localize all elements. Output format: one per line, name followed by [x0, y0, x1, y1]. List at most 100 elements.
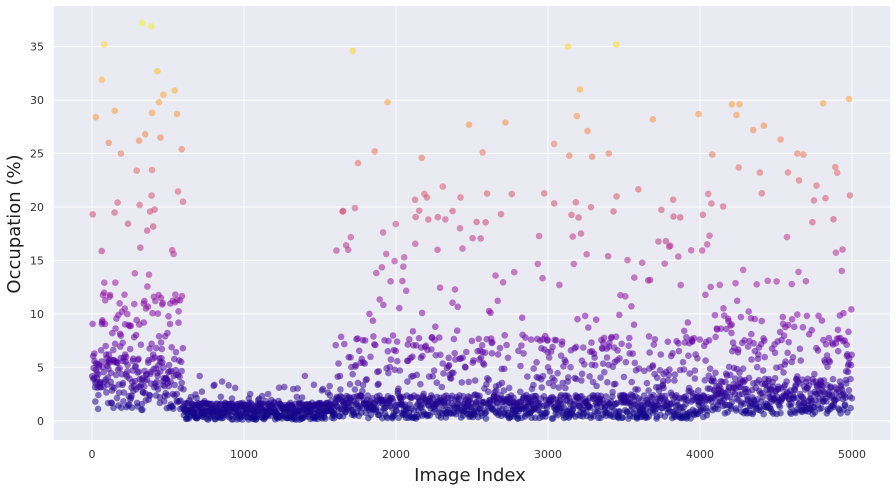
data-points [88, 19, 856, 424]
data-point [117, 332, 125, 339]
data-point [341, 340, 348, 348]
data-point [496, 344, 504, 352]
data-point [437, 351, 444, 359]
data-point [848, 395, 856, 402]
data-point [539, 274, 546, 282]
data-point [650, 392, 657, 399]
data-point [687, 247, 695, 254]
data-point [400, 263, 407, 271]
data-point [336, 372, 344, 380]
data-point [218, 378, 226, 385]
data-point [165, 361, 173, 369]
data-point [450, 369, 457, 377]
data-point [153, 378, 161, 386]
data-point [630, 321, 638, 329]
data-point [573, 375, 580, 383]
data-point [564, 374, 572, 381]
data-point [367, 353, 374, 361]
data-point [664, 338, 672, 346]
data-point [423, 194, 431, 201]
data-point [760, 122, 768, 129]
data-point [616, 408, 624, 416]
data-point [728, 321, 735, 328]
x-tick-label: 4000 [686, 448, 714, 461]
data-point [196, 372, 203, 380]
data-point [447, 375, 455, 382]
data-point [569, 233, 577, 240]
data-point [389, 332, 397, 339]
data-point [637, 397, 645, 404]
data-point [845, 387, 853, 394]
data-point [660, 384, 667, 392]
data-point [124, 220, 132, 228]
data-point [392, 347, 400, 355]
data-point [530, 365, 537, 372]
data-point [550, 382, 557, 390]
data-point [540, 190, 548, 197]
data-point [178, 379, 185, 387]
data-point [788, 316, 796, 323]
data-point [631, 274, 638, 281]
data-point [573, 112, 581, 120]
data-point [476, 392, 483, 400]
data-point [612, 333, 620, 341]
data-point [384, 98, 391, 106]
data-point [483, 190, 491, 197]
data-point [425, 216, 432, 223]
data-point [175, 319, 182, 327]
data-point [601, 368, 608, 376]
data-point [157, 294, 165, 302]
data-point [755, 351, 762, 358]
data-point [148, 23, 155, 30]
data-point [658, 206, 665, 214]
data-point [176, 373, 183, 381]
data-point [110, 384, 118, 392]
data-point [105, 139, 112, 147]
data-point [109, 329, 116, 337]
data-point [650, 341, 658, 348]
data-point [737, 313, 745, 321]
data-point [704, 408, 711, 415]
data-point [533, 359, 540, 366]
data-point [791, 323, 798, 331]
data-point [706, 232, 713, 239]
data-point [102, 342, 109, 350]
data-point [651, 336, 659, 343]
data-point [695, 387, 702, 394]
data-point [699, 211, 707, 219]
data-point [339, 207, 347, 215]
data-point [469, 234, 476, 242]
data-point [691, 375, 699, 382]
data-point [132, 362, 139, 370]
data-point [101, 279, 108, 287]
data-point [372, 341, 379, 349]
y-tick-label: 10 [30, 308, 44, 321]
data-point [848, 306, 855, 313]
data-point [649, 362, 657, 369]
data-point [326, 382, 334, 390]
data-point [620, 373, 628, 381]
data-point [667, 242, 674, 249]
data-point [845, 95, 853, 103]
data-point [834, 347, 842, 355]
data-point [712, 333, 719, 341]
data-point [832, 249, 840, 256]
data-point [783, 233, 791, 241]
data-point [170, 250, 177, 258]
data-point [135, 355, 142, 363]
data-point [172, 291, 179, 298]
data-point [465, 378, 473, 386]
data-point [735, 164, 742, 171]
data-point [449, 207, 456, 215]
data-point [592, 316, 600, 324]
data-point [628, 378, 635, 386]
data-point [135, 368, 143, 376]
data-point [655, 238, 662, 245]
data-point [734, 346, 742, 354]
data-point [489, 339, 496, 346]
data-point [499, 279, 507, 286]
data-point [818, 404, 825, 412]
data-point [481, 349, 489, 357]
data-point [691, 367, 699, 374]
data-point [347, 233, 355, 241]
